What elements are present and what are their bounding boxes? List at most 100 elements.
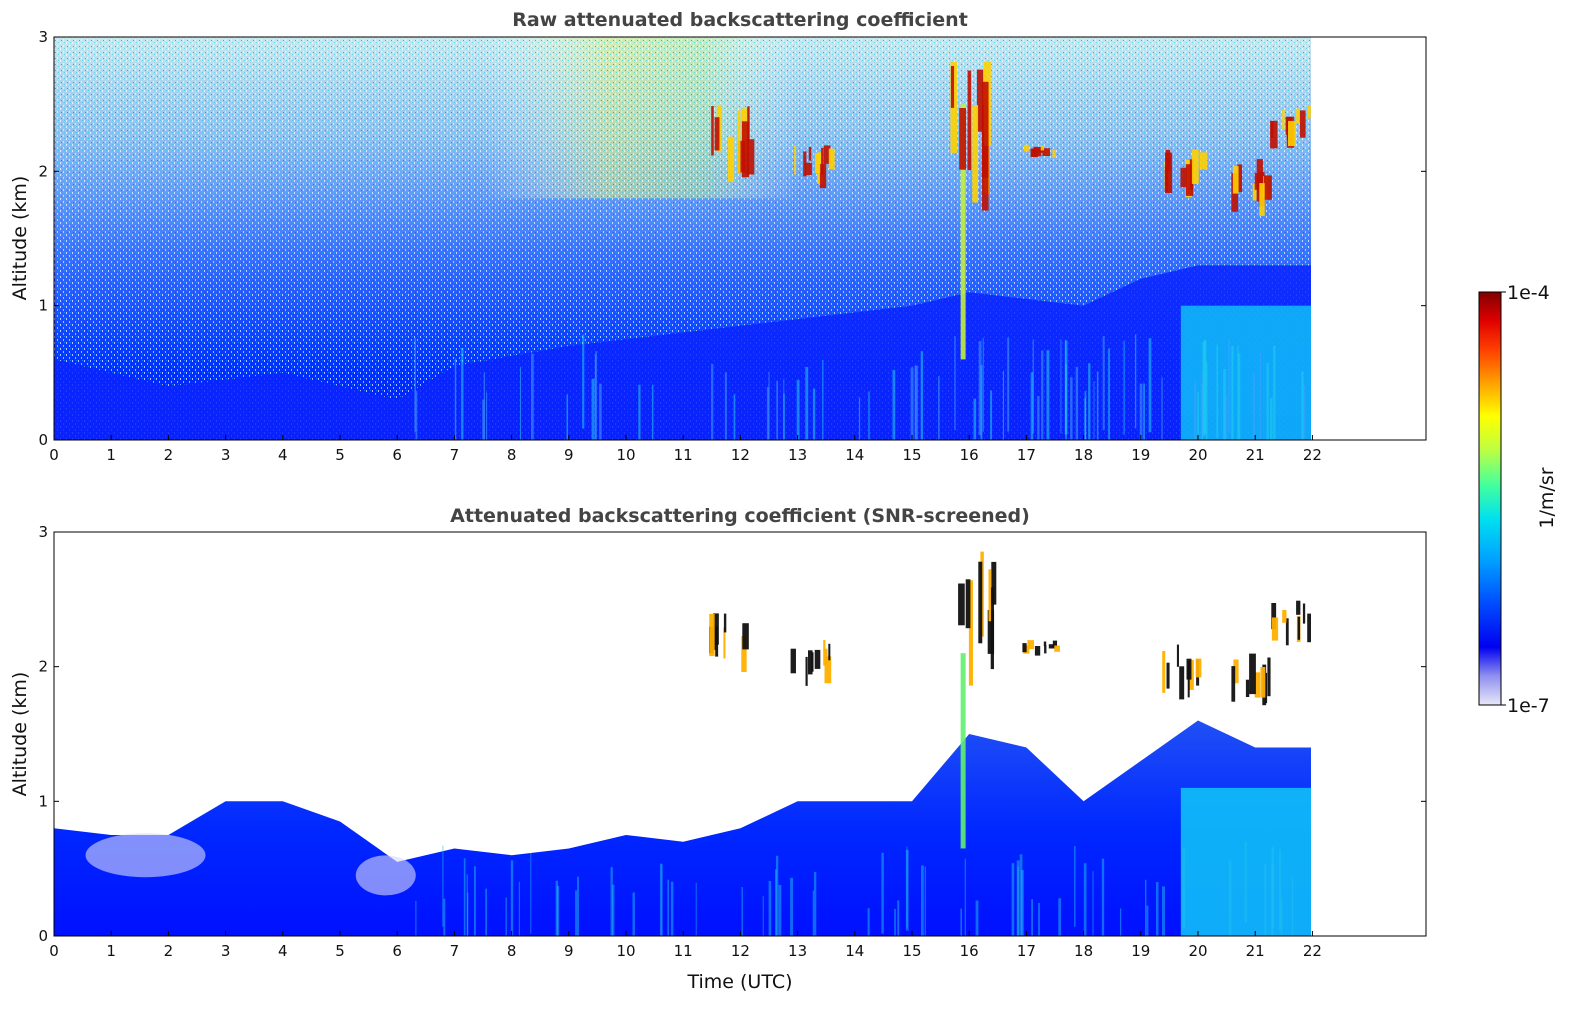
streak bbox=[632, 892, 635, 936]
streak bbox=[1228, 338, 1230, 433]
cloud-mark bbox=[958, 583, 965, 626]
streak bbox=[1075, 366, 1079, 440]
x-tick-label: 4 bbox=[278, 942, 288, 960]
streak bbox=[1238, 353, 1241, 440]
streak bbox=[1102, 336, 1105, 431]
streak bbox=[505, 897, 507, 936]
cloud-mark bbox=[794, 145, 797, 175]
cloud-mark bbox=[1031, 148, 1039, 158]
cloud-mark bbox=[1165, 152, 1173, 193]
streak bbox=[461, 348, 464, 440]
streak bbox=[1058, 898, 1062, 936]
streak bbox=[915, 365, 918, 440]
streak bbox=[1280, 898, 1283, 936]
cloud-mark bbox=[1033, 146, 1038, 152]
streak bbox=[924, 866, 926, 936]
streak bbox=[1037, 396, 1040, 440]
streak bbox=[1225, 396, 1228, 440]
streak bbox=[577, 876, 579, 936]
streak bbox=[921, 865, 924, 936]
streak bbox=[768, 880, 772, 936]
streak bbox=[518, 881, 520, 936]
streak bbox=[594, 354, 597, 440]
streak bbox=[1084, 391, 1087, 440]
streak bbox=[733, 394, 736, 440]
cloud-mark bbox=[723, 627, 726, 659]
colorbar-label: 1/m/sr bbox=[1536, 467, 1558, 528]
streak bbox=[638, 384, 641, 440]
x-tick-label: 7 bbox=[450, 446, 460, 464]
cloud-mark bbox=[805, 656, 808, 686]
streak bbox=[486, 392, 488, 440]
x-tick-label: 3 bbox=[221, 446, 231, 464]
cloud-mark bbox=[1237, 164, 1243, 193]
streak bbox=[482, 399, 485, 440]
streak bbox=[467, 892, 469, 936]
cloud-mark bbox=[978, 561, 983, 644]
x-tick-label: 18 bbox=[1074, 446, 1093, 464]
y-tick-label: 0 bbox=[38, 927, 48, 945]
cloud-mark bbox=[988, 569, 992, 622]
cloud-mark bbox=[1231, 666, 1236, 702]
streak bbox=[591, 378, 595, 440]
heatmap-area bbox=[54, 551, 1311, 936]
cloud-mark bbox=[1195, 658, 1202, 678]
x-tick-label: 16 bbox=[960, 942, 979, 960]
streak bbox=[796, 379, 800, 440]
streak bbox=[1092, 871, 1094, 936]
cloud-mark bbox=[714, 117, 720, 151]
cloud-mark bbox=[1307, 613, 1311, 643]
cloud-mark bbox=[1252, 183, 1257, 201]
x-tick-label: 2 bbox=[164, 446, 174, 464]
cloud-mark bbox=[1179, 666, 1185, 700]
streak bbox=[1202, 341, 1206, 436]
cloud-mark bbox=[1052, 640, 1058, 648]
streak bbox=[1237, 345, 1239, 440]
x-tick-label: 8 bbox=[507, 446, 517, 464]
streak bbox=[555, 880, 559, 936]
streak bbox=[1123, 340, 1125, 435]
x-tick-label: 10 bbox=[616, 446, 635, 464]
streak bbox=[776, 380, 779, 440]
streak bbox=[960, 908, 962, 936]
streak bbox=[812, 890, 814, 936]
streak bbox=[659, 863, 662, 936]
streak bbox=[1093, 381, 1095, 440]
streak bbox=[1291, 876, 1294, 936]
cloud-mark bbox=[737, 110, 741, 173]
x-tick-label: 21 bbox=[1246, 446, 1265, 464]
boundary-layer bbox=[1180, 305, 1311, 440]
streak bbox=[1038, 903, 1040, 936]
streak bbox=[1303, 384, 1306, 440]
streak bbox=[1030, 372, 1034, 440]
streak bbox=[1301, 371, 1304, 440]
x-tick-label: 12 bbox=[731, 446, 750, 464]
cloud-mark bbox=[814, 649, 821, 669]
x-tick-label: 13 bbox=[788, 446, 807, 464]
cloud-mark bbox=[803, 151, 807, 177]
x-tick-label: 19 bbox=[1131, 446, 1150, 464]
streak bbox=[1264, 864, 1267, 936]
cloud-mark bbox=[1307, 105, 1311, 119]
cloud-mark bbox=[747, 106, 750, 142]
streak bbox=[954, 336, 956, 431]
y-tick-label: 1 bbox=[38, 792, 48, 810]
colorbar-min-label: 1e-7 bbox=[1507, 695, 1550, 717]
cloud-mark bbox=[1185, 164, 1194, 196]
plume bbox=[960, 653, 966, 849]
x-tick-label: 9 bbox=[564, 446, 574, 464]
cloud-mark bbox=[828, 148, 835, 170]
streak bbox=[1223, 368, 1226, 440]
streak bbox=[868, 391, 870, 440]
cloud-mark bbox=[968, 580, 973, 686]
boundary-layer bbox=[54, 265, 1311, 440]
streak bbox=[1046, 350, 1050, 440]
streak bbox=[766, 387, 770, 440]
streak bbox=[1194, 381, 1197, 440]
streak bbox=[1197, 391, 1199, 440]
x-tick-label: 2 bbox=[164, 942, 174, 960]
cloud-mark bbox=[738, 140, 746, 173]
streak bbox=[1259, 352, 1262, 440]
cloud-mark bbox=[991, 561, 997, 605]
